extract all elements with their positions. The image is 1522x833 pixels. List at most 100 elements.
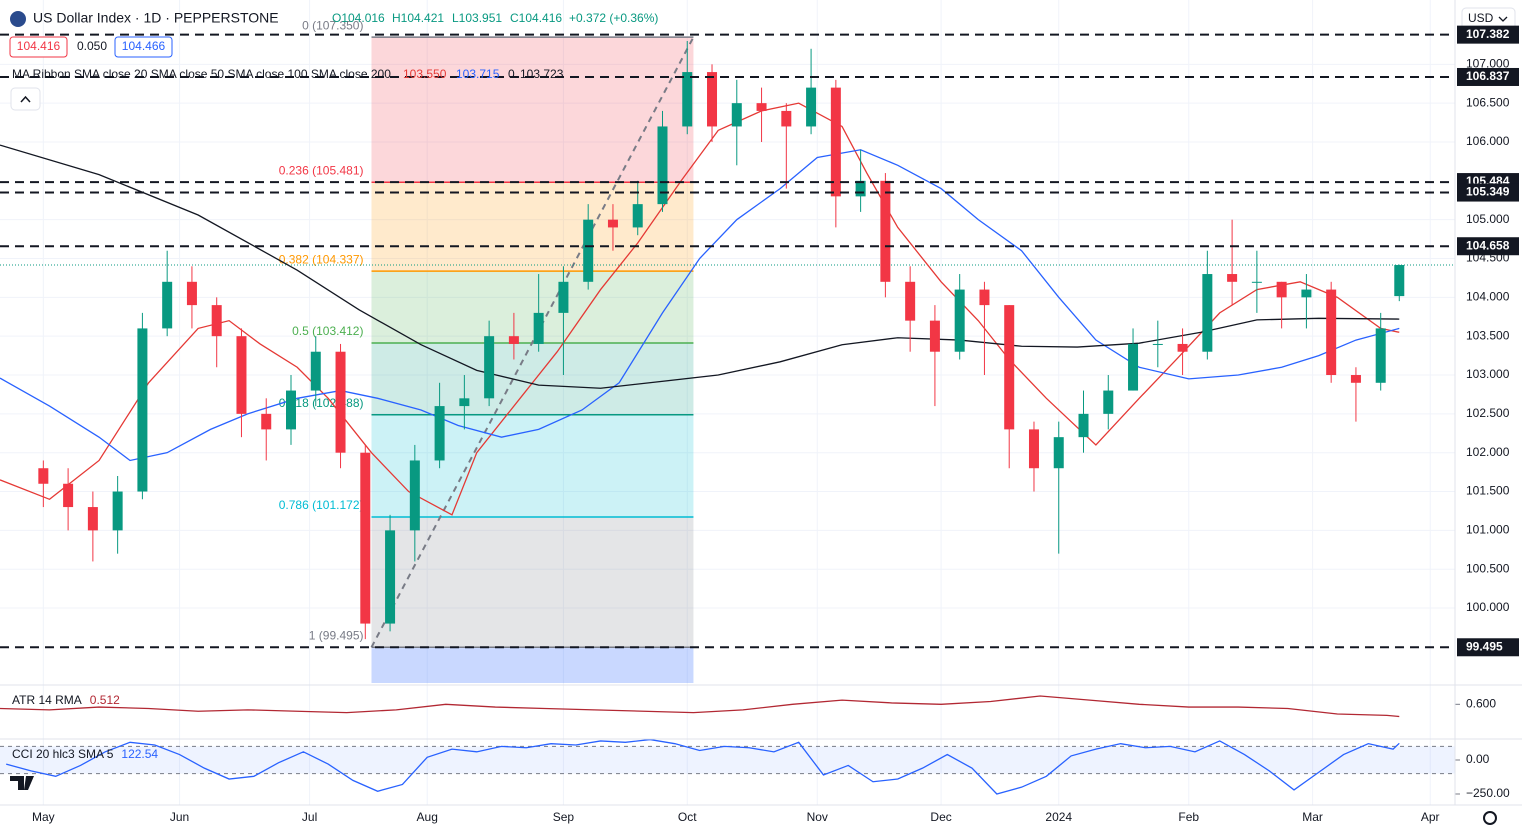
high-label: H104.421 xyxy=(392,11,444,25)
fib-label: 0.382 (104.337) xyxy=(279,252,364,266)
x-tick-label: May xyxy=(32,810,55,824)
indicator-title: ATR 14 RMA xyxy=(12,693,82,707)
collapse-icon[interactable] xyxy=(20,95,31,103)
sell-box[interactable] xyxy=(9,36,68,58)
level-label: 104.658 xyxy=(1466,238,1510,252)
x-tick-label: Nov xyxy=(807,810,828,824)
y-tick-label: 103.000 xyxy=(1466,367,1510,381)
buy-price[interactable]: 104.466 xyxy=(122,39,166,53)
y-tick-label: 101.500 xyxy=(1466,484,1510,498)
candle-body xyxy=(409,460,420,531)
fib-zone xyxy=(371,37,694,183)
x-tick-label: Mar xyxy=(1302,810,1323,824)
candle-body xyxy=(1053,437,1064,469)
fib-label: 1 (99.495) xyxy=(309,628,364,642)
candle-body xyxy=(459,398,470,407)
ma-legend-value: 103.723 xyxy=(520,67,564,81)
logo[interactable] xyxy=(10,776,34,790)
y-tick-label: 106.500 xyxy=(1466,95,1510,109)
candle-body xyxy=(63,483,74,508)
candle-body xyxy=(310,351,321,391)
candle-body xyxy=(954,289,965,352)
y-tick-label: 107.000 xyxy=(1466,56,1510,70)
candle-body xyxy=(1128,343,1139,391)
level-box xyxy=(1457,25,1519,44)
y-tick-label: 106.000 xyxy=(1466,134,1510,148)
candle-body xyxy=(162,281,173,329)
level-box xyxy=(1457,638,1519,657)
candle-body xyxy=(1301,289,1312,298)
x-tick-label: Jul xyxy=(302,810,317,824)
indicator-line xyxy=(0,695,1400,718)
candle-body xyxy=(756,103,767,111)
settings-button[interactable] xyxy=(1483,811,1497,825)
fib-zone xyxy=(371,647,694,683)
grid xyxy=(0,0,1455,805)
candle-body xyxy=(38,468,49,484)
candle-body xyxy=(1251,281,1262,283)
candle-body xyxy=(657,126,668,205)
candle-body xyxy=(1350,375,1361,383)
candle-body xyxy=(385,530,396,624)
candle-body xyxy=(286,390,296,430)
level-label: 106.837 xyxy=(1466,69,1510,83)
y-tick-label: 100.500 xyxy=(1466,561,1510,575)
candle-body xyxy=(137,328,148,492)
low-label: L103.951 xyxy=(452,11,502,25)
candle-body xyxy=(855,180,866,197)
x-tick-label: Jun xyxy=(170,810,189,824)
fib-zone xyxy=(371,271,694,344)
y-tick-label: 104.000 xyxy=(1466,290,1510,304)
close-label: C104.416 xyxy=(510,11,562,25)
candle-body xyxy=(731,103,742,127)
moving-average xyxy=(0,149,1400,462)
candle-body xyxy=(87,507,98,531)
candle-body xyxy=(1227,274,1238,282)
currency-caret[interactable] xyxy=(1498,16,1508,22)
fib-label: 0.236 (105.481) xyxy=(279,163,364,177)
candle-body xyxy=(112,491,123,531)
collapse-button[interactable] xyxy=(10,87,41,111)
currency[interactable]: USD xyxy=(1468,11,1494,25)
candle-body xyxy=(1078,413,1089,438)
candle-body xyxy=(707,72,718,127)
candle-body xyxy=(186,281,197,306)
level-box xyxy=(1457,237,1519,256)
ma-legend-value: 0 xyxy=(508,67,515,81)
candle-body xyxy=(979,289,990,306)
candle-body xyxy=(806,87,817,127)
candle-body xyxy=(1394,265,1405,297)
candle-body xyxy=(484,336,495,399)
candle-body xyxy=(508,336,519,344)
fib-label: 0 (107.350) xyxy=(302,18,363,32)
plot: 0 (107.350) 0.236 (105.481) 0.382 (104.337… xyxy=(0,18,1460,795)
candle-body xyxy=(1202,274,1213,352)
candle-body xyxy=(434,406,445,461)
candle-body xyxy=(929,320,940,352)
candle-body xyxy=(1152,343,1163,345)
indicator-line xyxy=(6,738,1400,795)
fib-zone xyxy=(371,182,694,272)
ma-legend: MA Ribbon SMA close 20 SMA close 50 SMA … xyxy=(12,67,391,81)
level-label: 105.349 xyxy=(1466,185,1510,199)
y-tick-label: 105.000 xyxy=(1466,212,1510,226)
spread: 0.050 xyxy=(77,39,107,53)
trend-line xyxy=(370,36,695,648)
header: US Dollar Index · 1D · PEPPERSTONE O104.… xyxy=(9,7,1516,825)
candle-body xyxy=(1028,429,1039,469)
fib-label: 0.786 (101.172) xyxy=(279,498,364,512)
candle-body xyxy=(781,110,792,127)
level-box xyxy=(1457,67,1519,86)
x-tick-label: Feb xyxy=(1178,810,1199,824)
sell-price[interactable]: 104.416 xyxy=(17,39,61,53)
candle-body xyxy=(360,452,371,624)
indicator-value: 122.54 xyxy=(121,747,158,761)
x-tick-label: Oct xyxy=(678,810,697,824)
candle-body xyxy=(682,72,693,127)
candle-body xyxy=(1103,390,1114,414)
candle-body xyxy=(607,219,618,228)
ma-legend-value: 103.715 xyxy=(456,67,500,81)
buy-box[interactable] xyxy=(114,36,173,58)
candle-body xyxy=(1326,289,1337,376)
